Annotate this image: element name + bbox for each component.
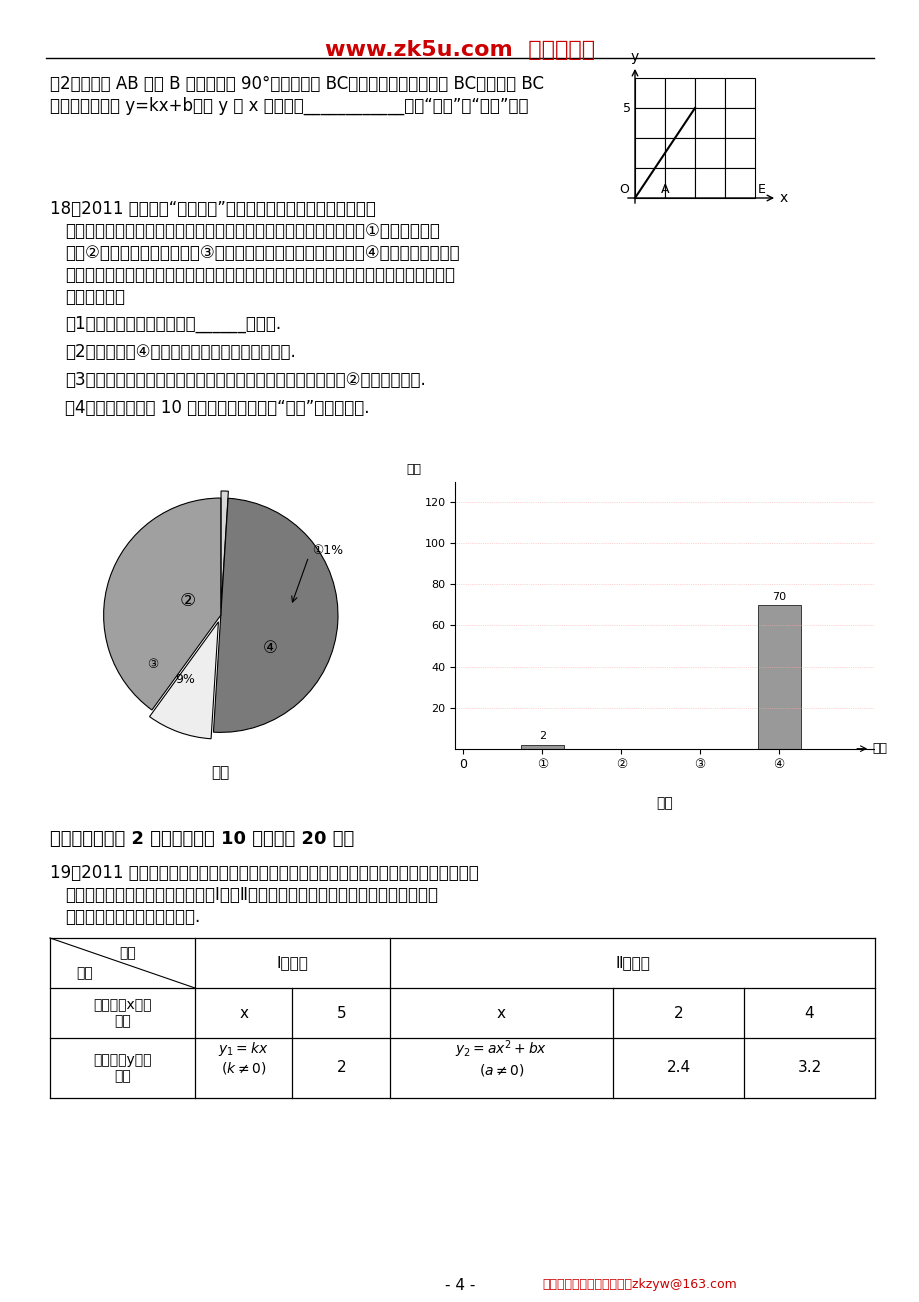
Text: O: O xyxy=(618,184,629,197)
Bar xyxy=(724,168,754,198)
Text: （2）求图甲中④所在扇形的圆心角，并补全图乙.: （2）求图甲中④所在扇形的圆心角，并补全图乙. xyxy=(65,342,295,361)
Text: 5: 5 xyxy=(336,1005,346,1021)
Text: ①1%: ①1% xyxy=(312,544,343,557)
Text: Ⅰ型设备: Ⅰ型设备 xyxy=(277,956,308,970)
Bar xyxy=(724,108,754,138)
Text: E: E xyxy=(757,184,765,197)
Text: y: y xyxy=(630,49,639,64)
Text: A: A xyxy=(660,184,668,197)
Text: 金额: 金额 xyxy=(76,966,93,980)
Bar xyxy=(694,168,724,198)
Bar xyxy=(664,138,694,168)
Wedge shape xyxy=(150,622,218,738)
Wedge shape xyxy=(213,499,337,732)
Text: x: x xyxy=(496,1005,505,1021)
Text: 2: 2 xyxy=(336,1061,346,1075)
Text: 3.2: 3.2 xyxy=(797,1061,821,1075)
Text: 中考资源网期待您的投稿！zkzyw@163.com: 中考资源网期待您的投稿！zkzyw@163.com xyxy=(542,1279,736,1292)
Text: 的函数解析式为 y=kx+b，则 y 随 x 的增大而____________（填“增大”或“减小”）．: 的函数解析式为 y=kx+b，则 y 随 x 的增大而____________（… xyxy=(50,98,528,116)
Bar xyxy=(694,78,724,108)
Text: 答下列问题．: 答下列问题． xyxy=(65,288,125,306)
Text: $y_1 = kx$
$(k \neq 0)$: $y_1 = kx$ $(k \neq 0)$ xyxy=(218,1040,268,1077)
Bar xyxy=(724,138,754,168)
Text: www.zk5u.com  中考资源网: www.zk5u.com 中考资源网 xyxy=(324,40,595,60)
Bar xyxy=(664,78,694,108)
Text: 补贴金额y（万
元）: 补贴金额y（万 元） xyxy=(93,1053,152,1083)
Bar xyxy=(694,138,724,168)
Bar xyxy=(634,168,664,198)
Bar xyxy=(694,108,724,138)
Bar xyxy=(664,108,694,138)
Bar xyxy=(634,138,664,168)
Text: ④: ④ xyxy=(262,639,278,658)
Text: $y_2 = ax^2 + bx$
$(a \neq 0)$: $y_2 = ax^2 + bx$ $(a \neq 0)$ xyxy=(455,1038,547,1078)
Text: 19、2011 年长江中下游地区发生了特大旱情，为抗旱保丰收，某地政府制定了农户投资购: 19、2011 年长江中下游地区发生了特大旱情，为抗旱保丰收，某地政府制定了农户… xyxy=(50,865,478,881)
Text: 存在下表所示的函数对应关系.: 存在下表所示的函数对应关系. xyxy=(65,907,200,926)
Text: 投资金额x（万
元）: 投资金额x（万 元） xyxy=(93,997,152,1029)
Text: ②: ② xyxy=(180,592,196,611)
Bar xyxy=(634,78,664,108)
Text: 4: 4 xyxy=(804,1005,813,1021)
Text: （3）在本次调查中，记者随机采访其中的一名司机，求他属第②种情况的概率.: （3）在本次调查中，记者随机采访其中的一名司机，求他属第②种情况的概率. xyxy=(65,371,425,389)
Text: - 4 -: - 4 - xyxy=(444,1279,475,1293)
Text: 2.4: 2.4 xyxy=(665,1061,690,1075)
Wedge shape xyxy=(104,497,221,710)
Text: 2: 2 xyxy=(539,732,545,741)
Y-axis label: 人数: 人数 xyxy=(405,464,421,477)
Text: 图乙: 图乙 xyxy=(655,797,673,811)
Text: x: x xyxy=(779,191,788,204)
Bar xyxy=(520,745,563,749)
Text: 车；②已戝酒或从来不喝酒；③喝酒后不开车或请专业司机代驾；④平时喝酒，但开车: 车；②已戝酒或从来不喝酒；③喝酒后不开车或请专业司机代驾；④平时喝酒，但开车 xyxy=(65,243,460,262)
Text: 停车场对开车的司机进行了相关的调查．本次调查结果有四种情况：①不喝酒直接开: 停车场对开车的司机进行了相关的调查．本次调查结果有四种情况：①不喝酒直接开 xyxy=(65,223,439,240)
Bar xyxy=(756,605,800,749)
Text: （2）将线段 AB 绕点 B 逆时针旋转 90°，得到线段 BC，请在下图中画出线段 BC．若直线 BC: （2）将线段 AB 绕点 B 逆时针旋转 90°，得到线段 BC，请在下图中画出… xyxy=(50,76,543,92)
Text: 当天不喝酒．将这次调查情况整理并绘制了如下尚不完整的统计图，请根据相关信息，解: 当天不喝酒．将这次调查情况整理并绘制了如下尚不完整的统计图，请根据相关信息，解 xyxy=(65,266,455,284)
Text: 2: 2 xyxy=(673,1005,683,1021)
Text: Ⅱ型设备: Ⅱ型设备 xyxy=(615,956,649,970)
Text: 5: 5 xyxy=(622,102,630,115)
Text: 70: 70 xyxy=(771,592,786,602)
Text: （4）请估计开车的 10 万名司机中，不违反“酒驾”禁令的人数.: （4）请估计开车的 10 万名司机中，不违反“酒驾”禁令的人数. xyxy=(65,398,369,417)
Wedge shape xyxy=(221,491,228,608)
Text: （1）该记者本次一共调查了______名司机.: （1）该记者本次一共调查了______名司机. xyxy=(65,315,281,333)
Text: 买抗旱设备的补贴办法．其中购买Ⅰ型、Ⅱ型抗旱设备所投资的金额与政府补贴的额度: 买抗旱设备的补贴办法．其中购买Ⅰ型、Ⅱ型抗旱设备所投资的金额与政府补贴的额度 xyxy=(65,885,437,904)
Text: 18、2011 年国家对“酒后驾车”加大了处罚力度，出台了不准酒后: 18、2011 年国家对“酒后驾车”加大了处罚力度，出台了不准酒后 xyxy=(50,201,376,217)
Text: 9%: 9% xyxy=(176,673,196,686)
Text: 型号: 型号 xyxy=(119,947,136,960)
Bar xyxy=(664,168,694,198)
Text: 图甲: 图甲 xyxy=(211,766,230,780)
Text: x: x xyxy=(239,1005,248,1021)
Bar xyxy=(634,108,664,138)
Text: 情况: 情况 xyxy=(871,742,887,755)
Bar xyxy=(724,78,754,108)
Text: ③: ③ xyxy=(147,658,158,671)
Text: 五、（本大题共 2 小题，每小题 10 分，满分 20 分）: 五、（本大题共 2 小题，每小题 10 分，满分 20 分） xyxy=(50,829,354,848)
